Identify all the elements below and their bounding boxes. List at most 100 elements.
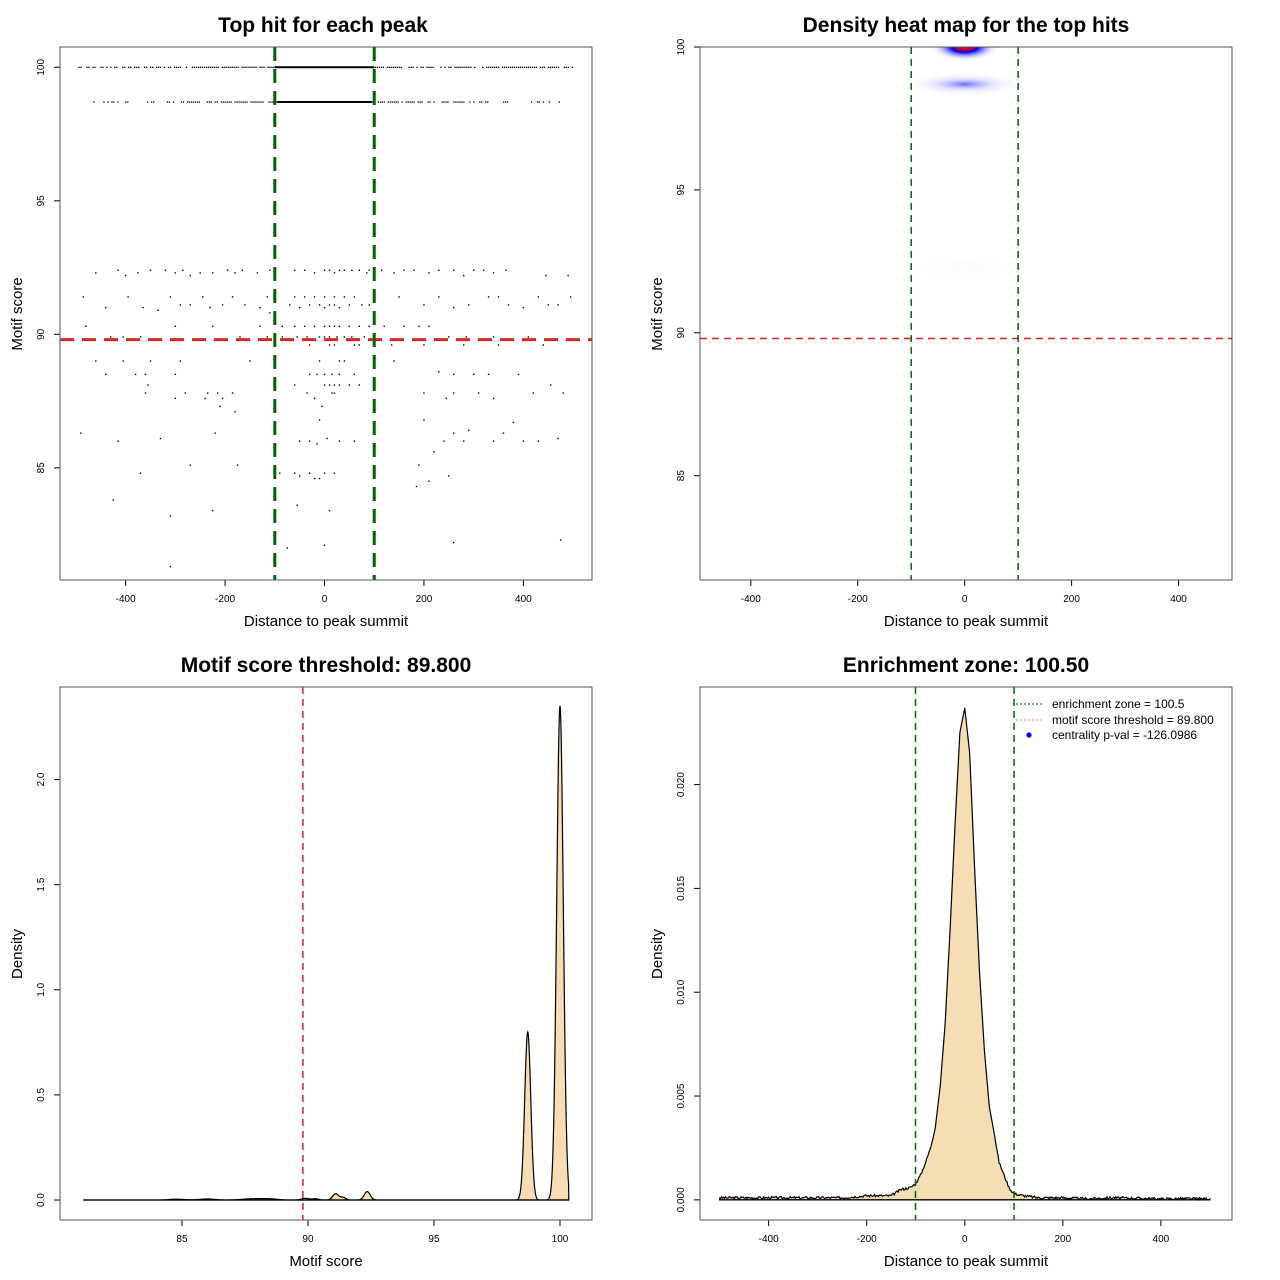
- data-point: [421, 101, 423, 103]
- legend-entry-centrality: centrality p-val = -126.0986: [1026, 728, 1197, 742]
- y-tick-label: 1.5: [36, 877, 47, 891]
- data-point: [251, 66, 253, 68]
- x-tick-label: 95: [428, 1234, 440, 1245]
- data-point: [502, 66, 504, 68]
- data-point: [201, 296, 204, 298]
- data-point: [221, 304, 224, 306]
- data-point: [88, 66, 90, 68]
- data-point: [467, 304, 470, 306]
- data-point: [192, 101, 195, 103]
- y-tick-label: 0.000: [676, 1187, 687, 1212]
- data-point: [214, 101, 216, 103]
- data-point: [558, 101, 560, 103]
- x-tick-label: 0: [322, 594, 328, 605]
- density-hotspot: [902, 72, 1028, 97]
- legend-label: enrichment zone = 100.5: [1052, 697, 1185, 711]
- data-point: [505, 66, 508, 68]
- data-point: [525, 66, 528, 68]
- data-point: [463, 101, 465, 103]
- x-tick-label: -200: [848, 594, 868, 605]
- data-point: [407, 101, 409, 103]
- data-point: [184, 392, 186, 394]
- y-tick-label: 0.5: [36, 1088, 47, 1102]
- data-point: [293, 325, 296, 328]
- data-point: [233, 66, 235, 68]
- data-point: [458, 66, 460, 68]
- data-point: [551, 66, 554, 68]
- data-point: [189, 464, 191, 466]
- data-point: [168, 101, 171, 103]
- data-point: [234, 272, 236, 274]
- data-point: [139, 336, 142, 338]
- data-point: [95, 360, 97, 362]
- data-point: [323, 269, 326, 271]
- data-point: [144, 392, 147, 394]
- data-point: [163, 66, 166, 68]
- data-point: [455, 101, 457, 103]
- data-point: [205, 66, 207, 68]
- data-point: [82, 296, 85, 298]
- y-tick-label: 85: [36, 462, 47, 474]
- data-point: [536, 101, 539, 103]
- data-point: [537, 296, 540, 298]
- data-point: [537, 440, 540, 442]
- data-point: [368, 304, 370, 306]
- data-point: [223, 66, 225, 68]
- data-point: [428, 272, 430, 274]
- data-point: [328, 269, 331, 271]
- data-point: [348, 384, 351, 386]
- x-tick-label: 200: [416, 594, 433, 605]
- data-point: [177, 66, 180, 68]
- x-tick-label: 90: [302, 1234, 314, 1245]
- data-point: [308, 344, 311, 346]
- y-tick-label: 100: [676, 38, 687, 55]
- data-point: [368, 325, 370, 328]
- data-point: [562, 392, 564, 394]
- data-point: [390, 66, 392, 68]
- y-tick-label: 0.005: [676, 1083, 687, 1108]
- data-point: [136, 66, 138, 68]
- data-point: [144, 373, 147, 376]
- x-tick-label: -200: [857, 1234, 877, 1245]
- data-point: [513, 66, 516, 68]
- data-point: [241, 66, 243, 68]
- data-point: [318, 360, 321, 362]
- legend-label: motif score threshold = 89.800: [1052, 713, 1214, 727]
- data-point: [465, 336, 467, 338]
- data-point: [548, 101, 551, 103]
- data-point: [103, 101, 105, 103]
- data-point: [244, 304, 246, 306]
- data-point: [157, 309, 159, 311]
- data-point: [423, 344, 425, 346]
- data-point: [313, 397, 316, 400]
- data-point: [503, 101, 505, 103]
- data-point: [169, 66, 172, 68]
- data-point: [453, 373, 455, 376]
- data-point: [236, 101, 238, 103]
- data-point: [376, 66, 379, 68]
- data-point: [482, 269, 485, 271]
- x-tick-label: 400: [1153, 1234, 1170, 1245]
- data-point: [230, 101, 232, 103]
- data-point: [80, 66, 82, 68]
- data-point: [199, 66, 202, 68]
- data-point: [565, 66, 567, 68]
- data-point: [216, 101, 218, 103]
- data-point: [303, 296, 306, 298]
- panel-distance-density: Enrichment zone: 100.50 Distance to peak…: [649, 654, 1233, 1270]
- data-point: [152, 101, 155, 103]
- data-point: [487, 296, 490, 298]
- plot-area: [60, 47, 592, 580]
- data-point: [338, 325, 341, 328]
- data-point: [189, 304, 191, 306]
- data-point: [498, 66, 500, 68]
- data-point: [393, 272, 395, 274]
- data-point: [400, 66, 402, 68]
- data-point: [110, 66, 112, 68]
- data-point: [397, 101, 399, 103]
- data-point: [149, 360, 152, 362]
- data-point: [422, 66, 424, 68]
- panel-scatter: Top hit for each peak Distance to peak s…: [9, 14, 593, 630]
- data-point: [457, 101, 459, 103]
- data-point: [438, 371, 440, 373]
